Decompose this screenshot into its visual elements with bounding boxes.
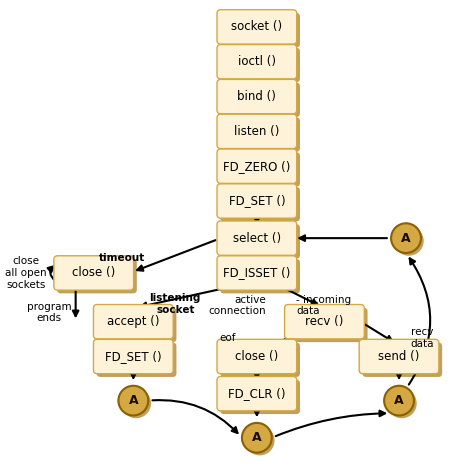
Circle shape [242, 423, 272, 453]
FancyBboxPatch shape [285, 304, 364, 339]
Text: FD_ZERO (): FD_ZERO () [223, 160, 291, 173]
FancyBboxPatch shape [288, 308, 368, 342]
FancyBboxPatch shape [54, 256, 133, 290]
Text: FD_ISSET (): FD_ISSET () [223, 267, 291, 279]
Circle shape [394, 226, 424, 256]
Text: program
ends: program ends [27, 302, 72, 323]
FancyBboxPatch shape [220, 83, 300, 117]
Circle shape [391, 223, 421, 253]
FancyBboxPatch shape [217, 79, 297, 114]
Text: FD_SET (): FD_SET () [105, 350, 162, 363]
Text: active
connection: active connection [209, 295, 266, 316]
Text: eof: eof [219, 333, 236, 343]
FancyBboxPatch shape [97, 343, 176, 377]
FancyBboxPatch shape [217, 376, 297, 411]
FancyBboxPatch shape [217, 221, 297, 255]
Text: recv (): recv () [305, 315, 343, 328]
FancyBboxPatch shape [94, 304, 173, 339]
FancyBboxPatch shape [220, 48, 300, 82]
FancyBboxPatch shape [94, 340, 173, 374]
Text: timeout: timeout [99, 253, 145, 263]
FancyBboxPatch shape [217, 184, 297, 218]
FancyBboxPatch shape [220, 224, 300, 259]
FancyBboxPatch shape [97, 308, 176, 342]
Circle shape [118, 386, 148, 416]
Text: A: A [401, 232, 411, 245]
FancyBboxPatch shape [217, 256, 297, 290]
Text: recv
data: recv data [411, 327, 434, 349]
Text: bind (): bind () [238, 90, 276, 103]
FancyBboxPatch shape [220, 117, 300, 152]
Text: close
all open
sockets: close all open sockets [5, 256, 47, 290]
FancyBboxPatch shape [217, 44, 297, 79]
Text: A: A [129, 394, 138, 407]
Text: accept (): accept () [107, 315, 160, 328]
Circle shape [387, 389, 417, 418]
Text: A: A [252, 431, 262, 444]
Text: - incoming
data: - incoming data [296, 295, 352, 316]
FancyBboxPatch shape [220, 13, 300, 47]
FancyBboxPatch shape [57, 259, 137, 293]
FancyBboxPatch shape [362, 343, 442, 377]
Circle shape [384, 386, 414, 416]
FancyBboxPatch shape [217, 149, 297, 184]
Text: FD_SET (): FD_SET () [228, 194, 285, 207]
Text: send (): send () [379, 350, 420, 363]
FancyBboxPatch shape [220, 152, 300, 187]
Text: FD_CLR (): FD_CLR () [228, 387, 285, 400]
FancyBboxPatch shape [220, 380, 300, 414]
Text: close (): close () [235, 350, 278, 363]
Text: listening
socket: listening socket [150, 293, 201, 315]
FancyBboxPatch shape [217, 340, 297, 374]
FancyBboxPatch shape [220, 259, 300, 293]
Text: ioctl (): ioctl () [238, 55, 276, 68]
Text: A: A [394, 394, 404, 407]
FancyBboxPatch shape [359, 340, 439, 374]
FancyBboxPatch shape [217, 10, 297, 44]
Text: socket (): socket () [231, 21, 283, 34]
FancyBboxPatch shape [220, 343, 300, 377]
Text: close (): close () [72, 267, 115, 279]
Circle shape [121, 389, 151, 418]
FancyBboxPatch shape [220, 187, 300, 221]
FancyBboxPatch shape [217, 114, 297, 149]
Text: listen (): listen () [234, 125, 280, 138]
Text: select (): select () [233, 232, 281, 245]
Circle shape [245, 426, 275, 455]
